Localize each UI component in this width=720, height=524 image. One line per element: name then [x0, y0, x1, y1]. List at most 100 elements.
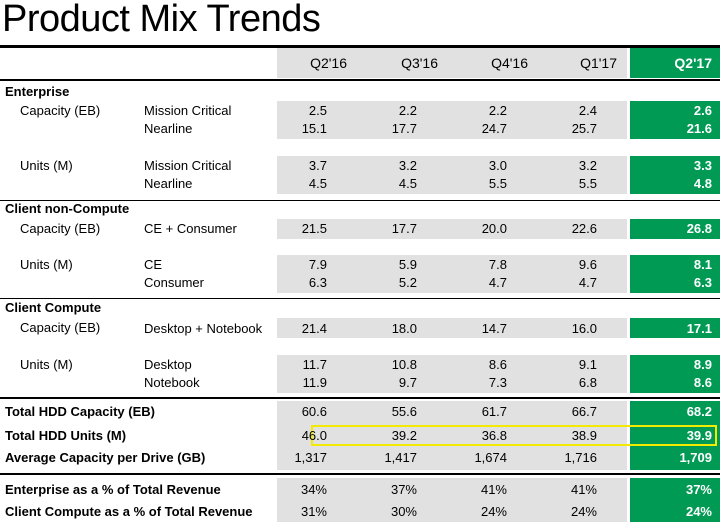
table-cell-current: 39.9: [686, 428, 712, 443]
row-sublabel: CE + Consumer: [144, 221, 237, 236]
row-sublabel: Nearline: [144, 176, 193, 191]
row-sublabel: Mission Critical: [144, 103, 232, 118]
table-cell: 60.6: [301, 404, 327, 419]
row-band-current: [630, 318, 720, 338]
row-label: Capacity (EB): [20, 103, 101, 118]
table-cell: 30%: [390, 504, 417, 519]
table-cell: 34%: [300, 482, 327, 497]
header-band: [277, 48, 627, 78]
table-cell: 61.7: [481, 404, 507, 419]
row-band: [277, 255, 627, 293]
table-cell: 24%: [570, 504, 597, 519]
table-cell: 6.8: [578, 375, 597, 390]
header-rule: [0, 79, 720, 81]
total-label: Average Capacity per Drive (GB): [5, 450, 206, 465]
table-cell: 31%: [300, 504, 327, 519]
table-cell: 1,674: [474, 450, 507, 465]
totals-band-current: [630, 401, 720, 470]
table-cell-current: 24%: [685, 504, 712, 519]
table-cell: 2.2: [398, 103, 417, 118]
row-band-current: [630, 156, 720, 194]
row-band-current: [630, 255, 720, 293]
table-cell: 1,317: [294, 450, 327, 465]
section-rule: [0, 397, 720, 399]
section-enterprise: Enterprise: [5, 84, 70, 99]
table-cell: 9.6: [578, 257, 597, 272]
row-sublabel: Desktop: [144, 357, 192, 372]
header-highlight: [630, 48, 720, 78]
table-cell: 3.7: [308, 158, 327, 173]
table-cell: 5.5: [578, 176, 597, 191]
row-band: [277, 156, 627, 194]
table-cell-current: 21.6: [686, 121, 712, 136]
table-cell: 7.9: [308, 257, 327, 272]
title-rule: [0, 45, 720, 48]
table-cell: 16.0: [571, 321, 597, 336]
row-band: [277, 101, 627, 139]
table-cell-current: 8.9: [693, 357, 712, 372]
row-band: [277, 355, 627, 393]
table-cell: 5.5: [488, 176, 507, 191]
table-cell: 17.7: [391, 121, 417, 136]
table-cell: 1,417: [384, 450, 417, 465]
table-cell: 25.7: [571, 121, 597, 136]
table-cell: 41%: [570, 482, 597, 497]
table-cell: 14.7: [481, 321, 507, 336]
table-cell: 4.7: [578, 275, 597, 290]
row-sublabel: Notebook: [144, 375, 200, 390]
table-cell-current: 8.1: [693, 257, 712, 272]
totals-rule: [0, 473, 720, 475]
section-rule: [0, 298, 720, 299]
row-sublabel: Mission Critical: [144, 158, 232, 173]
table-cell: 11.9: [302, 375, 327, 390]
table-cell: 8.6: [488, 357, 507, 372]
table-cell: 3.2: [578, 158, 597, 173]
table-cell-current: 3.3: [693, 158, 712, 173]
section-client-compute: Client Compute: [5, 300, 102, 315]
units-highlight-box: [311, 425, 717, 446]
table-cell: 4.5: [398, 176, 417, 191]
table-cell: 1,716: [564, 450, 597, 465]
table-cell: 9.1: [578, 357, 597, 372]
table-cell: 9.7: [398, 375, 417, 390]
row-sublabel: CE: [144, 257, 163, 272]
col-header-q217: Q2'17: [674, 55, 712, 71]
row-sublabel: Desktop + Notebook: [144, 321, 263, 336]
table-cell: 17.7: [391, 221, 417, 236]
table-cell: 21.5: [301, 221, 327, 236]
table-cell: 7.3: [488, 375, 507, 390]
table-cell: 2.5: [308, 103, 327, 118]
table-cell-current: 6.3: [693, 275, 712, 290]
table-cell: 7.8: [488, 257, 507, 272]
total-label: Total HDD Units (M): [5, 428, 127, 443]
table-cell: 11.7: [302, 357, 327, 372]
row-label: Capacity (EB): [20, 320, 101, 335]
table-cell: 2.4: [578, 103, 597, 118]
table-cell: 4.7: [488, 275, 507, 290]
table-cell: 66.7: [571, 404, 597, 419]
table-cell-current: 26.8: [686, 221, 712, 236]
table-cell: 2.2: [488, 103, 507, 118]
table-cell-current: 4.8: [693, 176, 712, 191]
table-cell: 4.5: [308, 176, 327, 191]
row-label: Units (M): [20, 257, 73, 272]
totals-band: [277, 401, 627, 470]
table-cell-current: 8.6: [693, 375, 712, 390]
row-label: Units (M): [20, 158, 73, 173]
total-label: Total HDD Capacity (EB): [5, 404, 155, 419]
table-cell: 46.0: [301, 428, 327, 443]
col-header-q117: Q1'17: [580, 55, 617, 71]
table-cell: 24.7: [481, 121, 507, 136]
table-cell: 39.2: [391, 428, 417, 443]
row-band-current: [630, 219, 720, 239]
table-cell: 24%: [480, 504, 507, 519]
table-cell-current: 2.6: [693, 103, 712, 118]
table-cell-current: 17.1: [686, 321, 712, 336]
row-sublabel: Nearline: [144, 121, 193, 136]
row-label: Units (M): [20, 357, 73, 372]
table-cell: 37%: [390, 482, 417, 497]
table-cell: 6.3: [308, 275, 327, 290]
table-cell-current: 37%: [685, 482, 712, 497]
table-cell: 3.0: [488, 158, 507, 173]
table-cell-current: 68.2: [686, 404, 712, 419]
